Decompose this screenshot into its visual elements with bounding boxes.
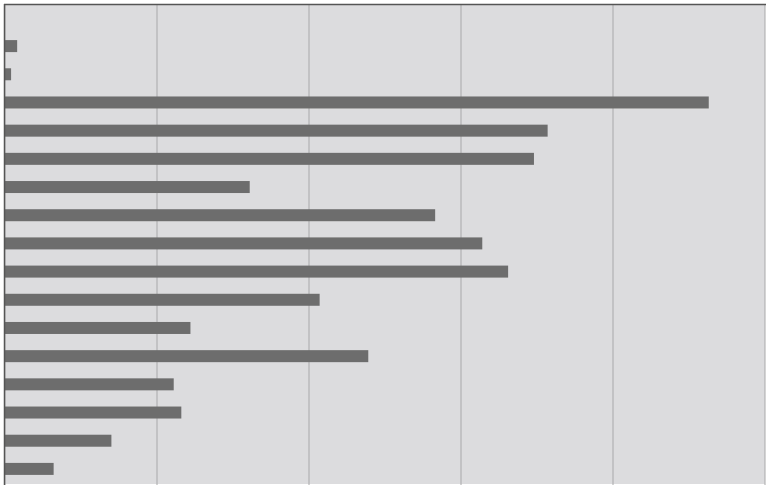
- bar: [5, 321, 191, 334]
- bars: [5, 40, 709, 475]
- bar: [5, 406, 182, 419]
- bar: [5, 378, 174, 391]
- bar: [5, 462, 54, 475]
- bar: [5, 293, 320, 306]
- bar: [5, 96, 709, 109]
- bar: [5, 181, 250, 194]
- bar: [5, 40, 18, 53]
- bar: [5, 350, 369, 363]
- bar: [5, 265, 509, 278]
- bar: [5, 237, 483, 250]
- bar: [5, 209, 436, 222]
- bar: [5, 434, 112, 447]
- bar: [5, 152, 534, 165]
- bar: [5, 68, 12, 81]
- bar: [5, 124, 548, 137]
